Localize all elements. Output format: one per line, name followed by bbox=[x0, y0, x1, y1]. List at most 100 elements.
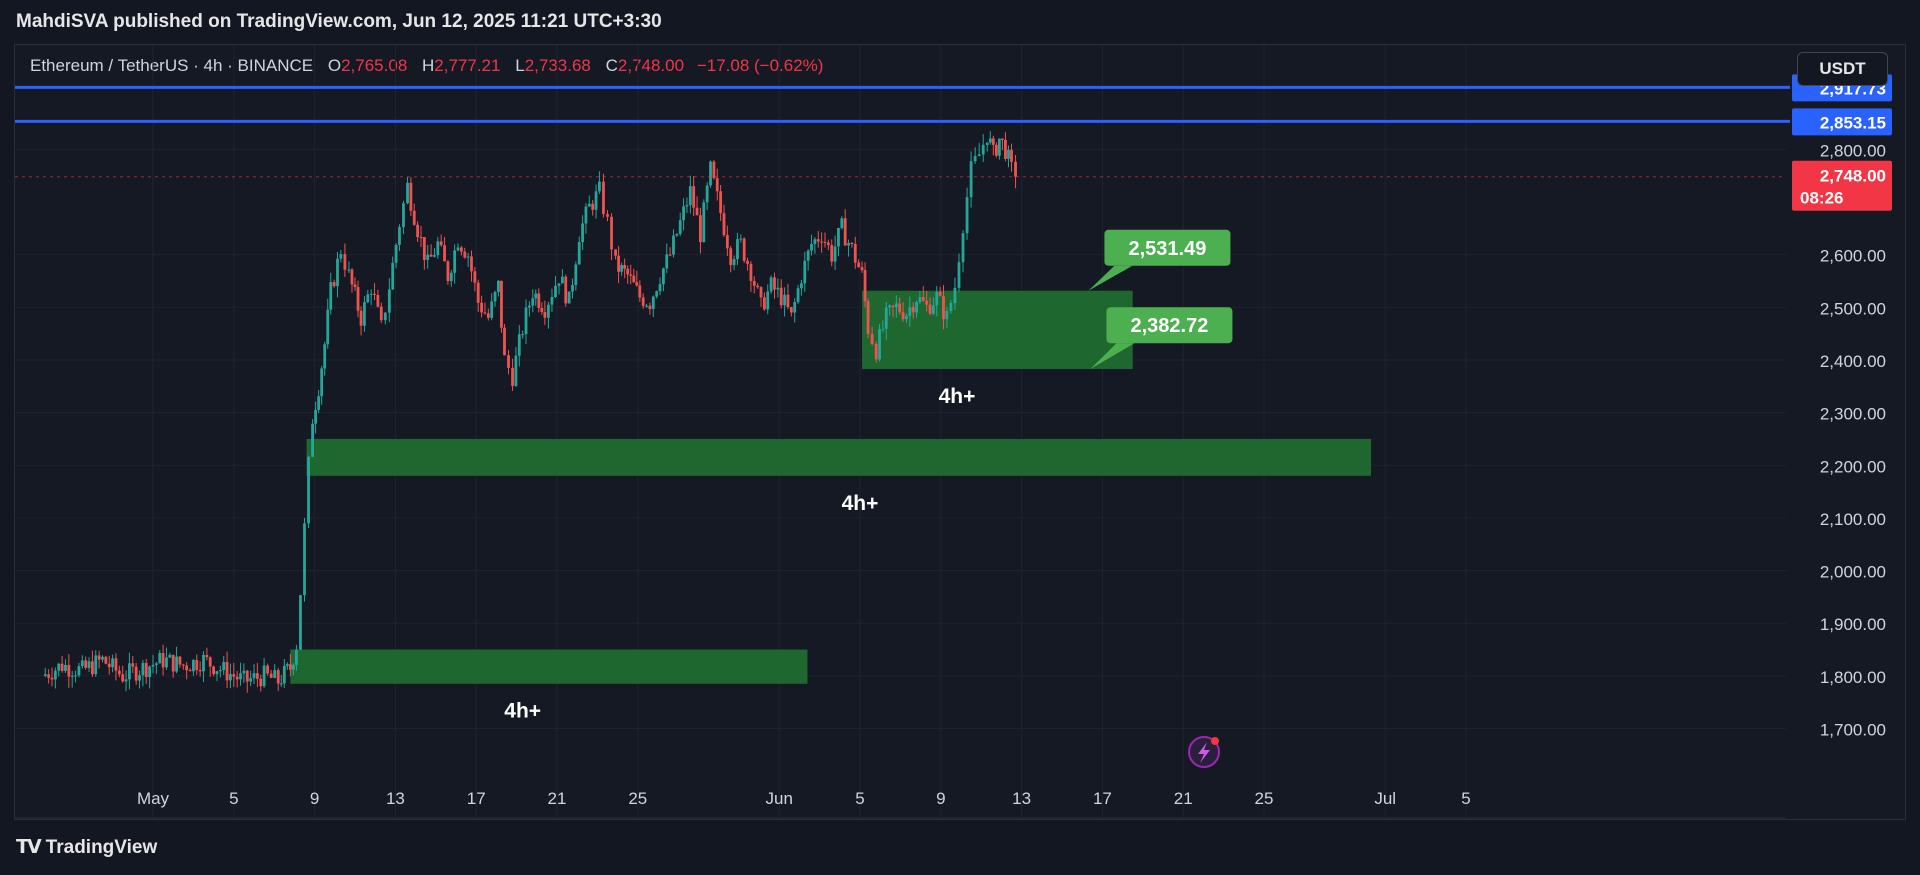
candle-body bbox=[269, 673, 273, 678]
open-value: 2,765.08 bbox=[341, 56, 408, 75]
candle-body bbox=[610, 216, 613, 250]
candle-body bbox=[837, 228, 840, 247]
candle-body bbox=[50, 677, 54, 680]
candle-body bbox=[534, 293, 538, 299]
candle-body bbox=[567, 291, 571, 304]
candle-body bbox=[931, 305, 935, 314]
candle-body bbox=[850, 242, 854, 244]
candle-body bbox=[557, 283, 561, 286]
candle-body bbox=[202, 655, 205, 672]
y-tick-label: 2,200.00 bbox=[1820, 457, 1886, 476]
candle-body bbox=[97, 655, 101, 660]
bolt-icon[interactable] bbox=[1188, 736, 1220, 768]
candle-body bbox=[938, 291, 942, 296]
candle-body bbox=[480, 302, 483, 313]
demand-zone bbox=[290, 649, 808, 684]
candle-body bbox=[490, 301, 494, 318]
candle-body bbox=[70, 675, 74, 677]
candle-body bbox=[988, 138, 992, 143]
candle-body bbox=[282, 665, 286, 684]
candle-body bbox=[969, 161, 973, 198]
candle-body bbox=[888, 305, 892, 308]
candle-body bbox=[786, 294, 790, 308]
candle-body bbox=[387, 289, 391, 313]
candle-body bbox=[651, 296, 655, 310]
y-tick-label: 2,500.00 bbox=[1820, 299, 1886, 318]
candle-body bbox=[901, 312, 905, 320]
candle-body bbox=[793, 302, 797, 313]
candle-body bbox=[997, 138, 1001, 156]
candle-body bbox=[84, 660, 88, 668]
candle-body bbox=[985, 142, 989, 145]
candle-body bbox=[483, 312, 487, 314]
callout-label: 2,531.49 bbox=[1128, 238, 1206, 260]
price-axis[interactable]: 1,700.00 1,800.00 1,900.00 2,000.00 2,100.00… bbox=[1792, 74, 1892, 740]
time-axis[interactable]: May 5 9 13 17 21 25 Jun 5 9 13 17 21 25 Jul 5 bbox=[15, 789, 1786, 819]
candle-body bbox=[161, 653, 165, 668]
candle-body bbox=[635, 282, 639, 286]
candle-body bbox=[107, 663, 111, 668]
candle-body bbox=[620, 264, 624, 272]
high-value: 2,777.21 bbox=[434, 56, 501, 75]
candle-body bbox=[732, 259, 736, 266]
candle-body bbox=[678, 220, 682, 234]
candle-body bbox=[840, 218, 844, 229]
y-tick-label: 2,000.00 bbox=[1820, 563, 1886, 582]
candle-body bbox=[449, 272, 453, 282]
candle-body bbox=[756, 285, 760, 288]
candle-body bbox=[527, 305, 531, 308]
horizontal-lines[interactable] bbox=[15, 85, 1790, 178]
candle-body bbox=[343, 254, 347, 270]
candle-body bbox=[376, 294, 380, 307]
candle-body bbox=[594, 191, 598, 210]
candles bbox=[43, 131, 1017, 693]
candle-body bbox=[806, 250, 810, 261]
current-price-label: 2,748.00 bbox=[1820, 167, 1886, 186]
currency-button[interactable]: USDT bbox=[1797, 52, 1888, 86]
candle-body bbox=[453, 250, 457, 273]
candle-body bbox=[77, 666, 81, 676]
candle-body bbox=[436, 241, 440, 256]
candle-body bbox=[369, 293, 373, 295]
candle-body bbox=[64, 664, 67, 671]
candle-body bbox=[816, 239, 820, 242]
candle-body bbox=[245, 670, 249, 682]
x-tick-label: 21 bbox=[548, 789, 567, 808]
candle-body bbox=[347, 269, 351, 271]
candle-body bbox=[626, 268, 630, 275]
grid-lines bbox=[15, 45, 1786, 818]
candle-body bbox=[702, 202, 706, 243]
candle-body bbox=[419, 236, 423, 238]
tradingview-brand[interactable]: 𝗧𝗩 TradingView bbox=[16, 836, 157, 859]
candle-body bbox=[779, 287, 783, 306]
candle-body bbox=[291, 664, 295, 670]
x-tick-label: 25 bbox=[628, 789, 647, 808]
candle-body bbox=[905, 315, 908, 320]
chart-frame[interactable] bbox=[14, 44, 1906, 820]
candle-body bbox=[138, 675, 141, 681]
candle-body bbox=[928, 304, 932, 314]
brand-name: TradingView bbox=[45, 836, 158, 858]
candle-body bbox=[911, 307, 915, 313]
candle-body bbox=[725, 235, 729, 249]
candle-body bbox=[121, 674, 125, 682]
candle-body bbox=[517, 334, 521, 356]
candle-body bbox=[353, 284, 357, 288]
candle-body bbox=[239, 673, 242, 680]
candle-body bbox=[965, 197, 969, 234]
candle-body bbox=[511, 367, 514, 386]
candle-body bbox=[373, 293, 376, 295]
candle-body bbox=[908, 307, 912, 316]
candle-body bbox=[823, 242, 827, 244]
close-value: 2,748.00 bbox=[617, 56, 685, 75]
candle-body bbox=[473, 271, 477, 283]
candle-body bbox=[493, 291, 497, 302]
symbol-title[interactable]: Ethereum / TetherUS · 4h · BINANCE bbox=[30, 56, 314, 75]
candle-body bbox=[391, 262, 395, 290]
candle-body bbox=[409, 182, 413, 211]
candle-body bbox=[426, 254, 430, 260]
candle-body bbox=[833, 246, 837, 262]
candle-body bbox=[853, 243, 857, 263]
candle-body bbox=[800, 283, 803, 289]
